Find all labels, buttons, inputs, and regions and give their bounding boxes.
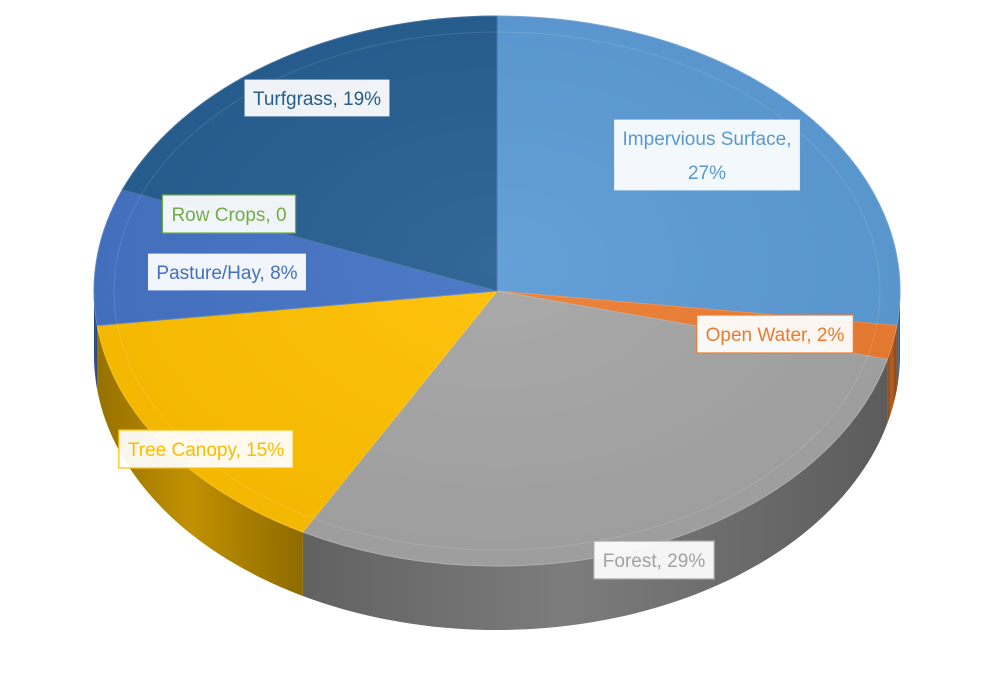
data-label-text: Open Water, 2%	[706, 325, 845, 346]
slice-side-shading	[97, 325, 303, 596]
data-label-row-crops: Row Crops, 0	[161, 194, 297, 234]
data-label-box	[118, 429, 294, 469]
pie-top-bevel	[113, 31, 881, 551]
slice-side-shading	[887, 325, 897, 424]
data-label-tree-canopy: Tree Canopy, 15%	[118, 429, 294, 469]
data-label-pasture-hay: Pasture/Hay, 8%	[146, 252, 308, 292]
data-label-text: Row Crops, 0	[171, 205, 286, 226]
data-label-text: 27%	[688, 163, 726, 184]
data-label-open-water: Open Water, 2%	[696, 314, 854, 354]
data-label-impervious-surface: Impervious Surface, 27%	[612, 118, 802, 192]
data-label-text: Pasture/Hay, 8%	[156, 263, 297, 284]
pie-sides	[94, 291, 900, 630]
data-label-box	[146, 252, 308, 292]
data-labels: Impervious Surface, 27% Open Water, 2% Fore…	[118, 78, 854, 580]
slice-side-shading	[896, 291, 900, 390]
data-label-box	[696, 314, 854, 354]
slice-side-shading	[94, 291, 98, 390]
slice-side-shading	[302, 359, 888, 630]
data-label-box	[612, 118, 802, 192]
data-label-text: Turfgrass, 19%	[253, 89, 381, 110]
data-label-turfgrass: Turfgrass, 19%	[243, 78, 391, 118]
data-label-text: Tree Canopy, 15%	[128, 440, 284, 461]
data-label-forest: Forest, 29%	[593, 540, 715, 580]
data-label-text: Forest, 29%	[603, 551, 706, 572]
data-label-box	[243, 78, 391, 118]
data-label-text: Impervious Surface,	[623, 129, 792, 150]
data-label-box	[161, 194, 297, 234]
data-label-box	[593, 540, 715, 580]
